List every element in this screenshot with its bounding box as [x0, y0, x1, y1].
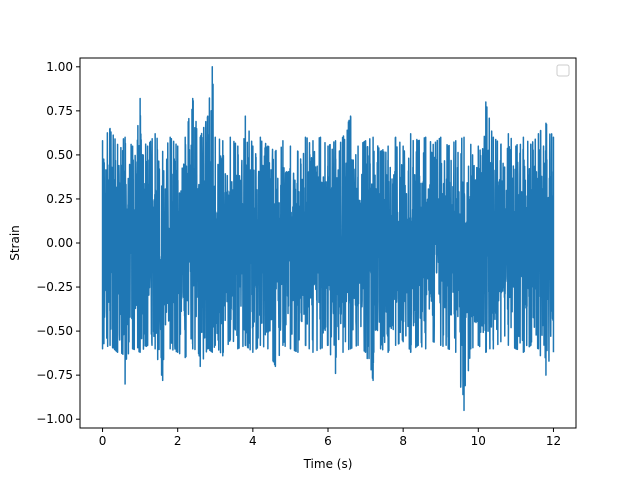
y-tick-label: −1.00 — [36, 412, 73, 426]
x-tick-label: 2 — [174, 434, 182, 448]
strain-series-line — [101, 66, 555, 412]
x-tick-label: 4 — [249, 434, 257, 448]
y-tick-label: 0.75 — [46, 104, 73, 118]
x-tick-label: 8 — [399, 434, 407, 448]
y-tick-label: 0.50 — [46, 148, 73, 162]
x-tick-label: 0 — [99, 434, 107, 448]
y-tick-label: −0.25 — [36, 280, 73, 294]
x-axis-label: Time (s) — [303, 457, 353, 471]
legend-box — [556, 64, 570, 77]
y-tick-label: −0.50 — [36, 324, 73, 338]
y-axis: −1.00 −0.75 −0.50 −0.25 0.00 0.25 0.50 0.75 1.00 — [36, 60, 80, 426]
y-tick-label: 1.00 — [46, 60, 73, 74]
series-layer — [101, 66, 555, 412]
x-axis: 0 2 4 6 8 10 12 — [99, 428, 561, 448]
y-axis-label: Strain — [8, 225, 22, 261]
x-tick-label: 6 — [324, 434, 332, 448]
x-tick-label: 10 — [471, 434, 486, 448]
y-tick-label: −0.75 — [36, 368, 73, 382]
y-tick-label: 0.00 — [46, 236, 73, 250]
x-tick-label: 12 — [546, 434, 561, 448]
y-tick-label: 0.25 — [46, 192, 73, 206]
plot-area — [101, 66, 555, 412]
